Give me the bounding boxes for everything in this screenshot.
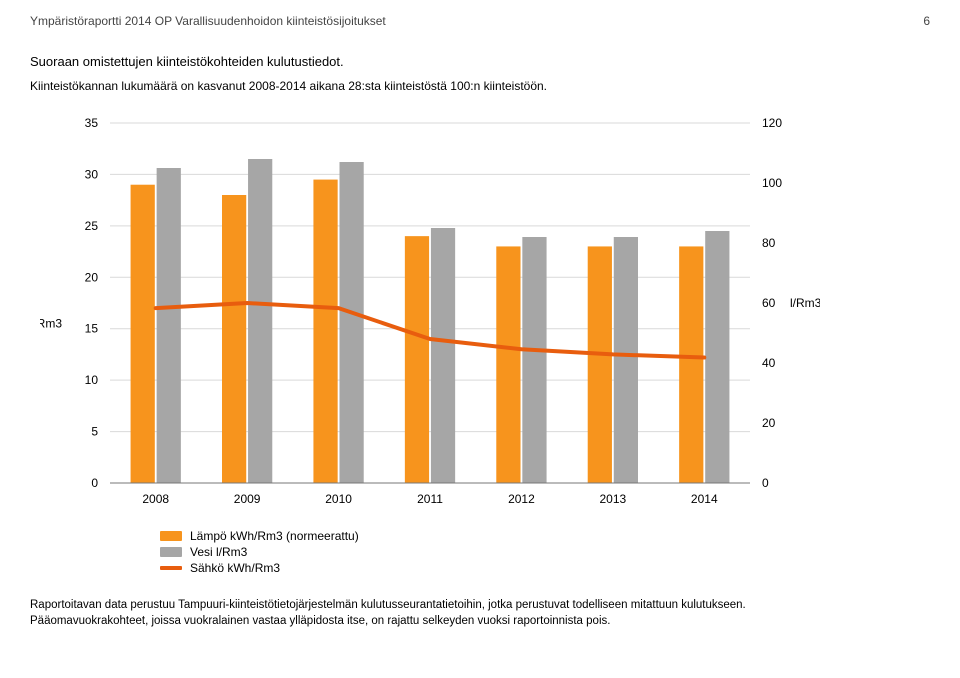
svg-text:0: 0 bbox=[762, 476, 769, 490]
legend-item: Lämpö kWh/Rm3 (normeerattu) bbox=[160, 529, 960, 543]
legend-swatch bbox=[160, 547, 182, 557]
svg-text:60: 60 bbox=[762, 296, 776, 310]
svg-text:5: 5 bbox=[91, 425, 98, 439]
section-subtitle: Suoraan omistettujen kiinteistökohteiden… bbox=[0, 32, 960, 73]
svg-text:2014: 2014 bbox=[691, 492, 718, 506]
svg-text:30: 30 bbox=[85, 167, 99, 181]
svg-text:35: 35 bbox=[85, 117, 99, 130]
svg-text:2012: 2012 bbox=[508, 492, 535, 506]
svg-text:0: 0 bbox=[91, 476, 98, 490]
svg-text:2011: 2011 bbox=[417, 492, 443, 506]
legend-label: Sähkö kWh/Rm3 bbox=[190, 561, 280, 575]
svg-text:2008: 2008 bbox=[142, 492, 169, 506]
svg-text:kWh/Rm3: kWh/Rm3 bbox=[40, 317, 62, 331]
legend-item: Vesi l/Rm3 bbox=[160, 545, 960, 559]
svg-text:120: 120 bbox=[762, 117, 782, 130]
footer-notes: Raportoitavan data perustuu Tampuuri-kii… bbox=[0, 577, 960, 629]
svg-text:2009: 2009 bbox=[234, 492, 261, 506]
legend-label: Vesi l/Rm3 bbox=[190, 545, 247, 559]
svg-text:2010: 2010 bbox=[325, 492, 352, 506]
svg-text:25: 25 bbox=[85, 219, 99, 233]
legend-swatch bbox=[160, 566, 182, 570]
report-title: Ympäristöraportti 2014 OP Varallisuudenh… bbox=[30, 14, 386, 28]
svg-text:100: 100 bbox=[762, 176, 782, 190]
chart-svg: 0 5 10 15 20 25 30 35 0 20 40 60 80 100 120 2008 2009 201… bbox=[40, 117, 820, 523]
chart-legend: Lämpö kWh/Rm3 (normeerattu) Vesi l/Rm3 Säh… bbox=[160, 529, 960, 575]
footer-line-2: Pääomavuokrakohteet, joissa vuokralainen… bbox=[30, 613, 930, 629]
section-description: Kiinteistökannan lukumäärä on kasvanut 2… bbox=[0, 73, 960, 103]
svg-text:10: 10 bbox=[85, 373, 99, 387]
svg-text:20: 20 bbox=[85, 270, 99, 284]
svg-text:80: 80 bbox=[762, 236, 776, 250]
page-header: Ympäristöraportti 2014 OP Varallisuudenh… bbox=[0, 0, 960, 32]
legend-label: Lämpö kWh/Rm3 (normeerattu) bbox=[190, 529, 359, 543]
svg-text:20: 20 bbox=[762, 416, 776, 430]
svg-text:2013: 2013 bbox=[600, 492, 627, 506]
svg-text:15: 15 bbox=[85, 322, 99, 336]
header-line: Ympäristöraportti 2014 OP Varallisuudenh… bbox=[30, 14, 930, 28]
svg-text:l/Rm3: l/Rm3 bbox=[790, 296, 820, 310]
svg-text:40: 40 bbox=[762, 356, 776, 370]
consumption-chart: 0 5 10 15 20 25 30 35 0 20 40 60 80 100 120 2008 2009 201… bbox=[40, 117, 920, 523]
footer-line-1: Raportoitavan data perustuu Tampuuri-kii… bbox=[30, 597, 930, 613]
legend-swatch bbox=[160, 531, 182, 541]
legend-item: Sähkö kWh/Rm3 bbox=[160, 561, 960, 575]
page-number: 6 bbox=[923, 14, 930, 28]
